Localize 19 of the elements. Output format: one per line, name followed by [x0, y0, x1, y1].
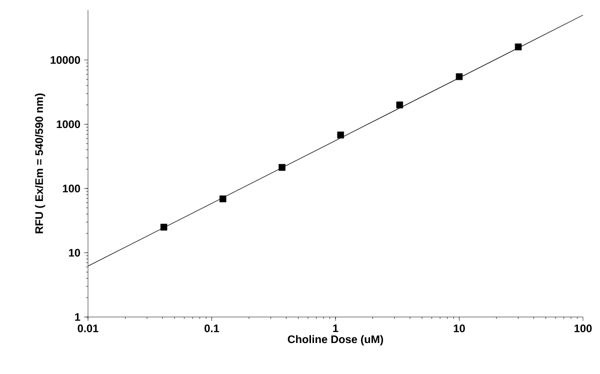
y-tick-label: 10 [69, 248, 80, 257]
point [456, 73, 463, 80]
point [160, 224, 168, 231]
x-tick-label: 0.1 [204, 324, 220, 332]
x-tick-label: 0.01 [78, 324, 98, 332]
x-tick-label: 10 [454, 324, 465, 332]
y-tick-label: 1 [75, 313, 80, 321]
point [514, 43, 522, 50]
y-tick-label: 10000 [50, 56, 80, 64]
point [337, 132, 344, 138]
y-axis-title: RFU ( Ex/Em = 540/590 nm) [34, 94, 46, 234]
point [219, 195, 226, 202]
point [278, 164, 286, 171]
point [396, 102, 404, 108]
y-tick-label: 100 [62, 184, 80, 192]
x-tick-label: 1 [333, 324, 338, 332]
x-axis-title: Choline Dose (uM) [288, 335, 384, 346]
y-tick-label: 1000 [56, 120, 80, 128]
x-tick-label: 100 [574, 324, 592, 332]
